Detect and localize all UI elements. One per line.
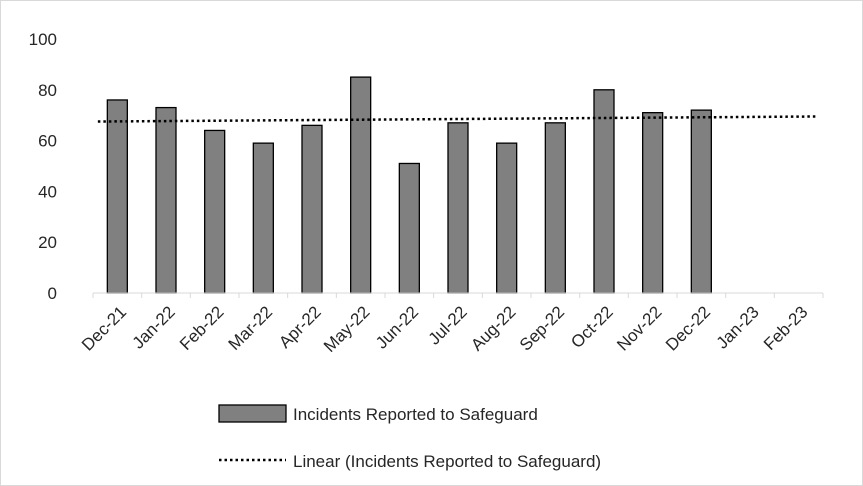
y-tick-label: 60 bbox=[38, 132, 57, 151]
x-tick-label: Mar-22 bbox=[225, 302, 277, 354]
x-axis bbox=[92, 292, 824, 298]
x-tick-label: Jun-22 bbox=[372, 302, 422, 352]
bars-group bbox=[106, 76, 712, 294]
x-tick-label: May-22 bbox=[320, 302, 374, 356]
trendline bbox=[97, 115, 819, 123]
y-tick-label: 40 bbox=[38, 182, 57, 201]
bar bbox=[398, 162, 420, 294]
bar bbox=[301, 124, 323, 294]
bar bbox=[496, 142, 518, 294]
bar bbox=[252, 142, 274, 294]
bar bbox=[204, 129, 226, 294]
legend: Incidents Reported to Safeguard Linear (I… bbox=[218, 404, 601, 471]
x-tick-label: Dec-21 bbox=[78, 302, 130, 354]
bar bbox=[155, 106, 177, 294]
y-tick-label: 80 bbox=[38, 81, 57, 100]
x-tick-label: Jan-23 bbox=[713, 302, 763, 352]
x-tick-label: Feb-22 bbox=[176, 302, 228, 354]
y-tick-label: 20 bbox=[38, 233, 57, 252]
x-tick-label: Aug-22 bbox=[467, 302, 519, 354]
legend-trendline-label: Linear (Incidents Reported to Safeguard) bbox=[293, 452, 601, 471]
bar bbox=[544, 122, 566, 294]
bar bbox=[447, 122, 469, 294]
bar bbox=[593, 89, 615, 294]
x-tick-label: Sep-22 bbox=[516, 302, 568, 354]
x-tick-label: Apr-22 bbox=[275, 302, 325, 352]
y-tick-label: 0 bbox=[48, 284, 57, 303]
x-tick-label: Dec-22 bbox=[662, 302, 714, 354]
trendline-group bbox=[97, 115, 819, 123]
bar bbox=[690, 109, 712, 294]
y-tick-label: 100 bbox=[29, 30, 57, 49]
bar bbox=[106, 99, 128, 294]
legend-bar-swatch bbox=[218, 404, 287, 423]
x-tick-label: Oct-22 bbox=[567, 302, 617, 352]
legend-series-label: Incidents Reported to Safeguard bbox=[293, 405, 538, 424]
x-tick-label: Feb-23 bbox=[760, 302, 812, 354]
x-tick-label: Nov-22 bbox=[613, 302, 665, 354]
bar bbox=[642, 112, 664, 294]
bar bbox=[350, 76, 372, 294]
y-axis-ticks: 0 20 40 60 80 100 bbox=[29, 30, 57, 303]
x-tick-label: Jul-22 bbox=[425, 302, 471, 348]
x-tick-label: Jan-22 bbox=[129, 302, 179, 352]
